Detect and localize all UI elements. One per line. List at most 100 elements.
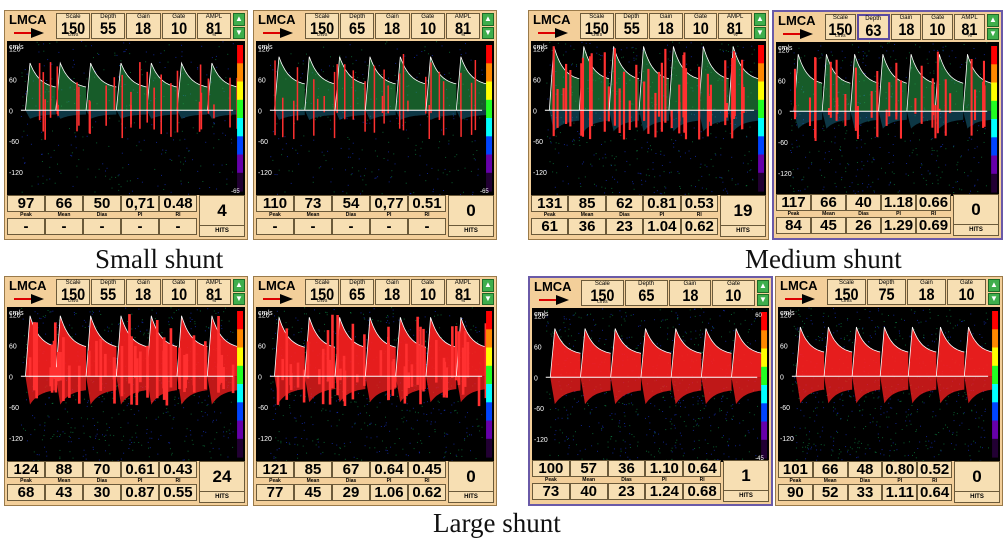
- chevron-up-icon[interactable]: ▲: [987, 14, 999, 27]
- spectral-noise: [207, 414, 208, 415]
- chevron-down-icon[interactable]: ▼: [987, 28, 999, 41]
- spectral-noise: [803, 442, 804, 443]
- param-ampl[interactable]: AMPL 81%: [197, 279, 231, 305]
- param-depth[interactable]: Depth 55: [91, 13, 125, 39]
- param-depth[interactable]: Depth 55: [615, 13, 649, 39]
- spectral-noise: [381, 74, 382, 75]
- spectral-noise: [639, 80, 640, 81]
- param-depth[interactable]: Depth 75: [867, 279, 906, 305]
- param-ampl[interactable]: AMPL 81%: [954, 14, 985, 40]
- param-ampl[interactable]: AMPL 81%: [197, 13, 231, 39]
- spectral-noise: [195, 326, 196, 327]
- param-gain[interactable]: Gain 18: [375, 13, 409, 39]
- spectral-noise: [938, 454, 939, 455]
- spectral-noise: [135, 433, 136, 434]
- colorbar-segment: [758, 100, 764, 119]
- spectral-noise: [566, 395, 567, 396]
- spectral-noise: [171, 192, 172, 193]
- spectral-noise: [580, 450, 581, 451]
- spectral-noise: [841, 179, 842, 180]
- param-depth[interactable]: Depth 65: [340, 279, 374, 305]
- spectral-noise: [694, 344, 695, 345]
- param-gain[interactable]: Gain 18: [649, 13, 683, 39]
- chevron-down-icon[interactable]: ▼: [482, 27, 494, 40]
- spectral-noise: [800, 190, 801, 191]
- chevron-up-icon[interactable]: ▲: [482, 13, 494, 26]
- velocity-tick-label: -60: [258, 139, 268, 146]
- param-depth[interactable]: Depth 63: [857, 14, 890, 40]
- param-gain[interactable]: Gain 18: [126, 279, 160, 305]
- param-ampl[interactable]: AMPL 81%: [446, 13, 480, 39]
- spectral-noise: [612, 192, 613, 193]
- metric-value: 23: [608, 483, 646, 500]
- chevron-up-icon[interactable]: ▲: [754, 13, 766, 26]
- spectral-noise: [360, 176, 361, 177]
- param-gate[interactable]: Gate 10: [922, 14, 953, 40]
- spectral-noise: [602, 158, 603, 159]
- spectral-noise: [59, 436, 60, 437]
- chevron-down-icon[interactable]: ▼: [988, 293, 1000, 306]
- param-gate[interactable]: Gate 10: [411, 13, 445, 39]
- param-gain[interactable]: Gain 18: [891, 14, 922, 40]
- spectral-noise: [750, 169, 751, 170]
- chevron-up-icon[interactable]: ▲: [757, 280, 769, 293]
- chevron-down-icon[interactable]: ▼: [757, 294, 769, 307]
- spectral-noise: [883, 412, 884, 413]
- spectral-noise: [275, 409, 276, 410]
- spectral-noise: [314, 309, 315, 310]
- param-gate[interactable]: Gate 10: [947, 279, 986, 305]
- param-gate[interactable]: Gate 10: [162, 279, 196, 305]
- param-ampl[interactable]: AMPL 81%: [446, 279, 480, 305]
- spectral-noise: [850, 331, 851, 332]
- chevron-down-icon[interactable]: ▼: [233, 293, 245, 306]
- param-depth[interactable]: Depth 55: [91, 279, 125, 305]
- spectral-noise: [232, 172, 233, 173]
- spectral-noise: [317, 117, 318, 118]
- chevron-down-icon[interactable]: ▼: [754, 27, 766, 40]
- spectral-noise: [35, 311, 36, 312]
- spectral-noise: [201, 411, 202, 412]
- spectral-noise: [845, 78, 846, 79]
- spectral-noise: [702, 137, 703, 138]
- spectral-noise: [360, 413, 361, 414]
- spectral-noise: [444, 436, 445, 437]
- colorbar-segment: [486, 311, 492, 330]
- param-gain[interactable]: Gain 18: [669, 280, 712, 306]
- spectral-noise: [56, 42, 57, 43]
- param-ampl[interactable]: AMPL 81%: [718, 13, 752, 39]
- hits-count: 0: [449, 196, 493, 225]
- spectral-noise: [920, 426, 921, 427]
- chevron-up-icon[interactable]: ▲: [988, 279, 1000, 292]
- chevron-up-icon[interactable]: ▲: [233, 13, 245, 26]
- chevron-down-icon[interactable]: ▼: [482, 293, 494, 306]
- spectral-noise: [865, 73, 866, 74]
- param-gate[interactable]: Gate 10: [162, 13, 196, 39]
- chevron-up-icon[interactable]: ▲: [482, 279, 494, 292]
- param-gate[interactable]: Gate 10: [684, 13, 718, 39]
- param-gate[interactable]: Gate 10: [411, 279, 445, 305]
- spectral-noise: [135, 337, 136, 338]
- spectral-noise: [629, 425, 630, 426]
- param-gain[interactable]: Gain 18: [907, 279, 946, 305]
- spectral-noise: [684, 421, 685, 422]
- spectral-noise: [103, 411, 104, 412]
- param-depth[interactable]: Depth 65: [340, 13, 374, 39]
- chevron-up-icon[interactable]: ▲: [233, 279, 245, 292]
- chevron-down-icon[interactable]: ▼: [233, 27, 245, 40]
- spectral-noise: [419, 175, 420, 176]
- param-gain[interactable]: Gain 18: [375, 279, 409, 305]
- param-depth[interactable]: Depth 65: [625, 280, 668, 306]
- spectral-noise: [834, 142, 835, 143]
- param-gain[interactable]: Gain 18: [126, 13, 160, 39]
- spectral-noise: [605, 154, 606, 155]
- spectral-noise: [730, 133, 731, 134]
- param-gate[interactable]: Gate 10: [712, 280, 755, 306]
